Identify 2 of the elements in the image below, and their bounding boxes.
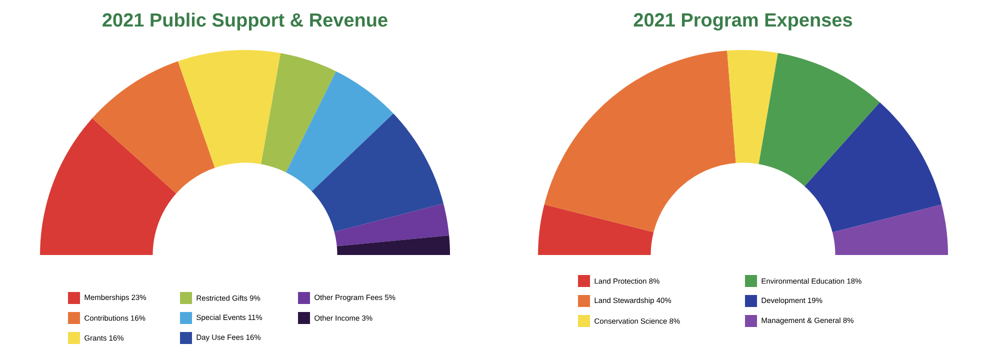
- chart-title: 2021 Public Support & Revenue: [102, 12, 388, 30]
- chart-title: 2021 Program Expenses: [634, 13, 852, 30]
